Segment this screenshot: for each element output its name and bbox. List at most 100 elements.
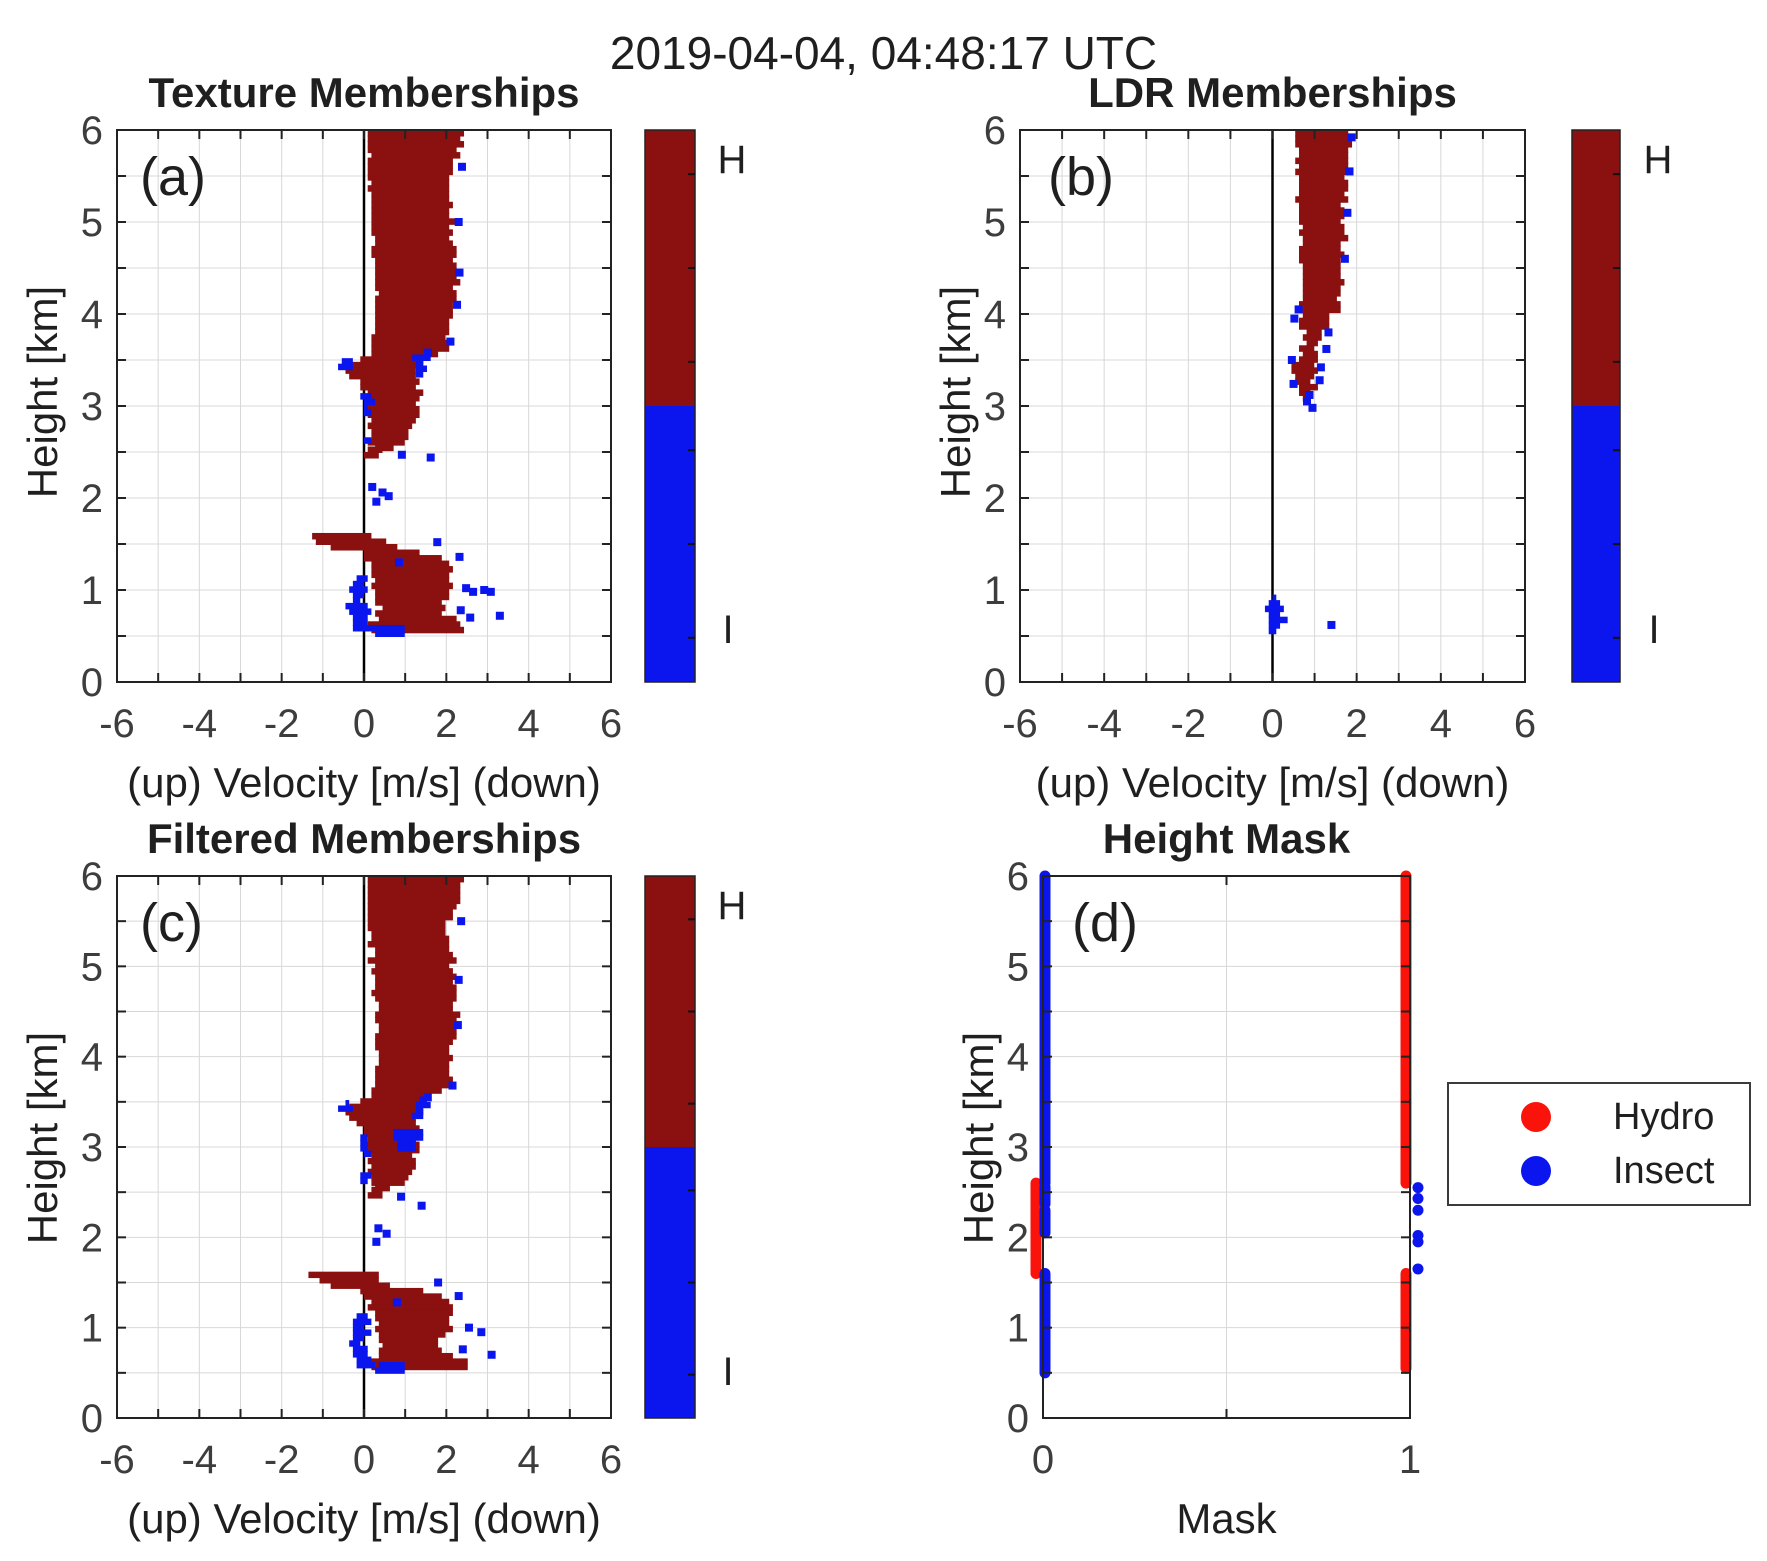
colorbar-b [1571, 129, 1621, 683]
mask-hydro-series [1030, 870, 1412, 1374]
svg-text:-6: -6 [99, 1438, 135, 1482]
panel-d-letter: (d) [1072, 893, 1138, 953]
svg-text:2: 2 [435, 702, 457, 746]
svg-text:-4: -4 [182, 1438, 218, 1482]
legend-row-hydro: Hydro [1449, 1090, 1749, 1144]
legend-insect-label: Insect [1613, 1150, 1715, 1192]
svg-text:1: 1 [81, 569, 103, 613]
hydro-scatter-c [308, 876, 468, 1371]
svg-text:-2: -2 [1171, 702, 1207, 746]
svg-text:6: 6 [1007, 855, 1029, 899]
svg-text:-2: -2 [264, 1438, 300, 1482]
legend: Hydro Insect [1447, 1082, 1751, 1206]
tick-labels-b: -6 -4 -2 0 2 4 6 0 1 2 3 4 5 6 [984, 109, 1536, 746]
svg-text:2: 2 [1007, 1216, 1029, 1260]
insect-scatter-c [338, 917, 496, 1374]
svg-text:2: 2 [1346, 702, 1368, 746]
svg-text:4: 4 [984, 293, 1006, 337]
svg-text:0: 0 [1261, 702, 1283, 746]
svg-text:2: 2 [81, 477, 103, 521]
grid-d [1043, 876, 1410, 1418]
svg-text:3: 3 [81, 1126, 103, 1170]
svg-text:0: 0 [81, 1397, 103, 1441]
panel-b-plot: -6 -4 -2 0 2 4 6 0 1 2 3 4 5 6 [984, 109, 1536, 746]
svg-text:3: 3 [81, 385, 103, 429]
panel-a-title: Texture Memberships [148, 69, 580, 116]
legend-row-insect: Insect [1449, 1144, 1749, 1198]
svg-text:0: 0 [1007, 1397, 1029, 1441]
panel-c-title: Filtered Memberships [146, 815, 582, 862]
svg-text:3: 3 [1007, 1126, 1029, 1170]
svg-text:1: 1 [1399, 1438, 1421, 1482]
svg-text:6: 6 [1514, 702, 1536, 746]
colorbar-a [644, 129, 696, 683]
insect-scatter-b [1264, 133, 1356, 635]
svg-text:1: 1 [984, 569, 1006, 613]
svg-text:1: 1 [1007, 1307, 1029, 1351]
svg-text:-4: -4 [1086, 702, 1122, 746]
hydro-scatter-b [1291, 130, 1353, 402]
panel-b-letter: (b) [1048, 147, 1114, 207]
colorbar-a-hydro-label: H [717, 138, 747, 182]
panel-c-letter: (c) [140, 893, 203, 953]
legend-hydro-label: Hydro [1613, 1096, 1715, 1138]
panel-b-xlabel: (up) Velocity [m/s] (down) [1035, 759, 1510, 806]
colorbar-a-insect-label: I [722, 608, 734, 652]
svg-text:4: 4 [81, 1036, 103, 1080]
svg-text:6: 6 [81, 109, 103, 153]
panel-d-ylabel: Height [km] [955, 1031, 1002, 1245]
svg-text:6: 6 [600, 1438, 622, 1482]
panel-b-title: LDR Memberships [1088, 69, 1457, 116]
tick-labels-d: 0 1 0 1 2 3 4 5 6 [1007, 855, 1421, 1482]
svg-text:4: 4 [518, 702, 540, 746]
svg-text:2: 2 [81, 1216, 103, 1260]
svg-text:-6: -6 [1002, 702, 1038, 746]
panel-c-xlabel: (up) Velocity [m/s] (down) [127, 1495, 601, 1542]
svg-text:4: 4 [81, 293, 103, 337]
colorbar-c-hydro-label: H [717, 884, 747, 928]
svg-text:4: 4 [518, 1438, 540, 1482]
panel-a-letter: (a) [140, 147, 206, 207]
mask-insect-series [1039, 870, 1424, 1379]
tick-labels-a: -6 -4 -2 0 2 4 6 0 1 2 3 4 5 6 [81, 109, 622, 746]
colorbar-b-insect-label: I [1648, 608, 1660, 652]
panel-c-plot: -6 -4 -2 0 2 4 6 0 1 2 3 4 5 6 [81, 855, 622, 1482]
svg-text:0: 0 [984, 661, 1006, 705]
hydro-scatter-a [312, 130, 465, 634]
insect-marker-icon [1521, 1156, 1551, 1186]
svg-text:6: 6 [984, 109, 1006, 153]
panel-d-title: Height Mask [1102, 815, 1351, 862]
insect-scatter-a [338, 162, 504, 637]
svg-text:5: 5 [984, 201, 1006, 245]
svg-text:-4: -4 [182, 702, 218, 746]
svg-text:0: 0 [353, 702, 375, 746]
svg-text:6: 6 [600, 702, 622, 746]
figure-title: 2019-04-04, 04:48:17 UTC [609, 27, 1158, 79]
svg-text:0: 0 [81, 661, 103, 705]
axis-box-a [116, 129, 612, 683]
svg-text:4: 4 [1430, 702, 1452, 746]
panel-d-xlabel: Mask [1176, 1495, 1277, 1542]
svg-text:-2: -2 [264, 702, 300, 746]
hydro-marker-icon [1521, 1102, 1551, 1132]
svg-text:4: 4 [1007, 1036, 1029, 1080]
axis-box-d [1042, 875, 1411, 1419]
svg-text:3: 3 [984, 385, 1006, 429]
svg-text:2: 2 [984, 477, 1006, 521]
panel-b-ylabel: Height [km] [932, 285, 979, 499]
svg-text:1: 1 [81, 1307, 103, 1351]
svg-text:6: 6 [81, 855, 103, 899]
colorbar-c [644, 875, 696, 1419]
svg-text:0: 0 [1032, 1438, 1054, 1482]
panel-a-xlabel: (up) Velocity [m/s] (down) [127, 759, 601, 806]
colorbar-c-insect-label: I [722, 1350, 734, 1394]
svg-text:5: 5 [1007, 945, 1029, 989]
panel-d-plot: 0 1 0 1 2 3 4 5 6 [1007, 855, 1424, 1482]
svg-text:-6: -6 [99, 702, 135, 746]
colorbar-b-hydro-label: H [1643, 138, 1673, 182]
svg-text:0: 0 [353, 1438, 375, 1482]
svg-text:2: 2 [435, 1438, 457, 1482]
axis-box-b [1019, 129, 1526, 683]
